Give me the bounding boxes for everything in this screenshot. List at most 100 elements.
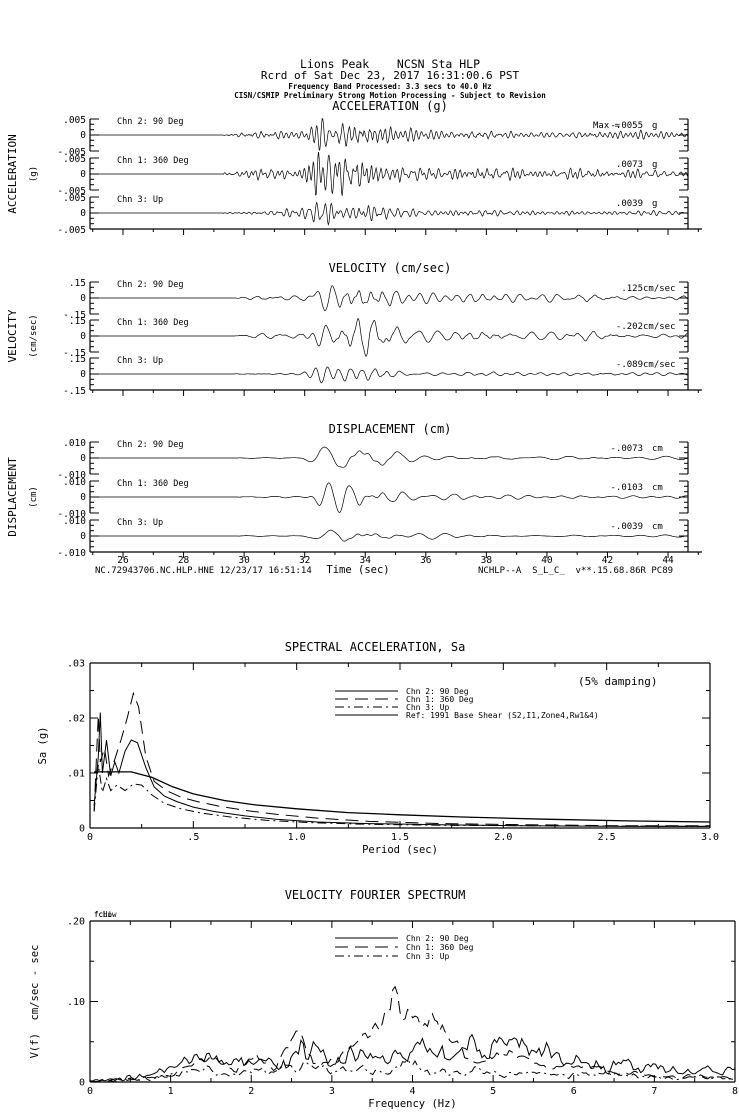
x-tick-label: 4 — [409, 1086, 415, 1097]
x-tick-label: 0 — [87, 1086, 93, 1097]
series-curve — [89, 1033, 736, 1083]
peak-value: -.089 — [616, 360, 643, 370]
x-tick-label: 2.0 — [494, 832, 512, 843]
time-tick-label: 30 — [238, 555, 250, 566]
scale-tick-label: -.005 — [57, 147, 86, 158]
time-tick-label: 42 — [602, 555, 613, 566]
y-tick-label: .02 — [67, 714, 85, 725]
legend-label: Chn 3: Up — [406, 952, 450, 961]
y-tick-label: 0 — [79, 824, 85, 835]
chart-title: VELOCITY FOURIER SPECTRUM — [285, 888, 466, 902]
panel-title: VELOCITY (cm/sec) — [329, 261, 452, 275]
waveform-trace — [89, 482, 688, 513]
x-tick-label: 5 — [490, 1086, 496, 1097]
x-tick-label: 8 — [732, 1086, 738, 1097]
scale-tick-label: .010 — [63, 438, 86, 449]
scale-tick-label: -.005 — [57, 186, 86, 197]
time-tick-label: 32 — [299, 555, 310, 566]
scale-tick-label: -.010 — [57, 548, 86, 559]
peak-unit: cm — [652, 483, 663, 493]
legend-label: Chn 1: 360 Deg — [406, 943, 474, 952]
damping-annotation: (5% damping) — [578, 675, 657, 688]
scale-tick-label: 0 — [80, 293, 86, 304]
peak-unit: cm/sec — [643, 360, 676, 370]
y-tick-label: .01 — [67, 769, 85, 780]
scale-tick-label: -.15 — [63, 348, 86, 359]
channel-label: Chn 2: 90 Deg — [117, 117, 184, 127]
scale-tick-label: .005 — [63, 115, 86, 126]
legend-label: Chn 2: 90 Deg — [406, 934, 469, 943]
peak-value: .0073 — [616, 160, 643, 170]
peak-unit: cm — [652, 522, 663, 532]
x-axis-label: Period (sec) — [362, 844, 438, 856]
peak-value: -.0103 — [610, 483, 643, 493]
peak-value: -.0039 — [610, 522, 643, 532]
legend-label: Chn 2: 90 Deg — [406, 687, 469, 696]
time-tick-label: 38 — [481, 555, 493, 566]
y-tick-label: .03 — [67, 659, 85, 670]
header-station-line: Lions Peak NCSN Sta HLP — [300, 57, 480, 71]
peak-value: -.202 — [616, 322, 643, 332]
x-tick-label: 6 — [571, 1086, 577, 1097]
y-tick-label: .20 — [67, 917, 85, 928]
corner-frequency-marker: fcLow — [94, 910, 117, 919]
scale-tick-label: 0 — [80, 208, 86, 219]
scale-tick-label: 0 — [80, 369, 86, 380]
scale-tick-label: 0 — [80, 130, 86, 141]
x-tick-label: 3.0 — [701, 832, 719, 843]
series-curve — [93, 764, 711, 827]
panel-title: ACCELERATION (g) — [332, 99, 448, 113]
channel-label: Chn 2: 90 Deg — [117, 280, 184, 290]
peak-value: .0039 — [616, 199, 643, 209]
channel-label: Chn 1: 360 Deg — [117, 479, 189, 489]
x-tick-label: 0 — [87, 832, 93, 843]
waveform-trace — [89, 366, 688, 384]
scale-tick-label: 0 — [80, 531, 86, 542]
x-tick-label: 1.5 — [391, 832, 409, 843]
header-disclaimer-line: CISN/CSMIP Preliminary Strong Motion Pro… — [234, 91, 546, 100]
legend-label: Chn 3: Up — [406, 703, 450, 712]
y-tick-label: 0 — [79, 1078, 85, 1089]
scale-tick-label: 0 — [80, 453, 86, 464]
footer-processing-id: NCHLP--A S_L_C_ v**.15.68.86R PC89 — [478, 566, 673, 576]
y-axis-label: Sa (g) — [37, 727, 49, 765]
time-tick-label: 28 — [178, 555, 190, 566]
scale-tick-label: .15 — [69, 316, 86, 327]
panel-side-label: DISPLACEMENT — [6, 457, 19, 537]
header-band-line: Frequency Band Processed: 3.3 secs to 40… — [288, 82, 491, 91]
series-curve — [93, 691, 710, 827]
channel-label: Chn 3: Up — [117, 518, 163, 528]
x-tick-label: 3 — [329, 1086, 335, 1097]
channel-label: Chn 1: 360 Deg — [117, 318, 189, 328]
max-prefix: Max = — [593, 121, 621, 131]
legend-label: Ref: 1991 Base Shear (S2,I1,Zone4,Rw1&4) — [406, 711, 599, 720]
scale-tick-label: .010 — [63, 516, 86, 527]
scale-tick-label: .005 — [63, 193, 86, 204]
footer-record-id: NC.72943706.NC.HLP.HNE 12/23/17 16:51:14 — [95, 566, 312, 576]
peak-unit: g — [652, 199, 657, 209]
time-tick-label: 34 — [360, 555, 372, 566]
peak-value: -.0073 — [610, 444, 643, 454]
header-record-line: Rcrd of Sat Dec 23, 2017 16:31:00.6 PST — [261, 69, 520, 82]
waveform-trace — [89, 117, 688, 151]
x-tick-label: .5 — [187, 832, 199, 843]
waveform-trace — [89, 152, 688, 196]
peak-unit: cm/sec — [643, 284, 676, 294]
legend-label: Chn 1: 360 Deg — [406, 695, 474, 704]
x-tick-label: 2.5 — [598, 832, 616, 843]
scale-tick-label: .005 — [63, 154, 86, 165]
scale-tick-label: -.15 — [63, 386, 86, 397]
spectral-acceleration-chart: 0 .5 1.0 1.5 2.0 2.5 3.0 0 .01 .02 .03 SPECTRAL ACC… — [37, 640, 719, 856]
waveform-trace — [89, 446, 688, 468]
peak-unit: cm — [652, 444, 663, 454]
waveform-trace — [89, 285, 688, 311]
peak-unit: g — [652, 160, 657, 170]
chart-title: SPECTRAL ACCELERATION, Sa — [285, 640, 466, 654]
scale-tick-label: 0 — [80, 331, 86, 342]
scale-tick-label: -.15 — [63, 310, 86, 321]
scale-tick-label: .15 — [69, 354, 86, 365]
x-axis-label: Frequency (Hz) — [368, 1098, 457, 1110]
series-curve — [94, 771, 711, 823]
x-tick-label: 1 — [168, 1086, 174, 1097]
